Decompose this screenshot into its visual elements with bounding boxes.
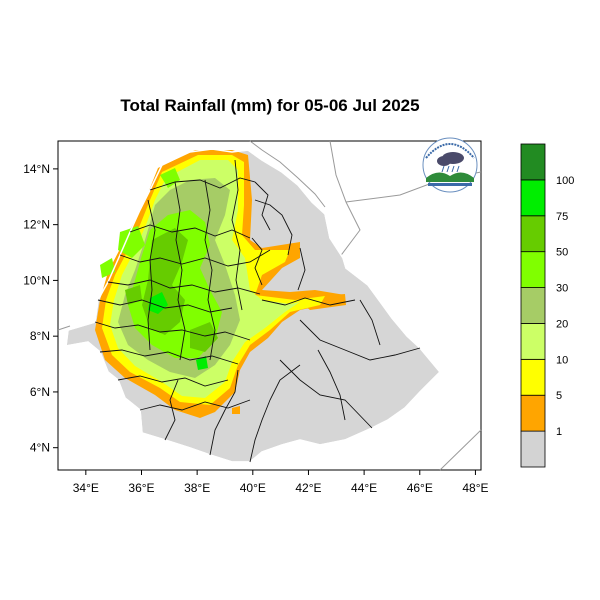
latitude-ticks: 14°N 12°N 10°N 8°N 6°N 4°N	[23, 162, 58, 455]
lon-tick-label: 40°E	[240, 481, 266, 495]
lat-tick-label: 14°N	[23, 162, 50, 176]
legend-label: 20	[556, 318, 568, 330]
lon-tick-label: 42°E	[295, 481, 321, 495]
legend-swatch	[520, 215, 546, 253]
lat-tick-label: 10°N	[23, 273, 50, 287]
lon-tick-label: 44°E	[351, 481, 377, 495]
lon-tick-label: 46°E	[407, 481, 433, 495]
legend-swatch	[520, 287, 546, 324]
legend-label: 10	[556, 354, 568, 366]
rain-icon	[441, 165, 460, 173]
lat-tick-label: 4°N	[30, 441, 50, 455]
lon-tick-label: 48°E	[462, 481, 488, 495]
lat-tick-label: 8°N	[30, 329, 50, 343]
legend-swatch	[520, 143, 546, 181]
map-title: Total Rainfall (mm) for 05-06 Jul 2025	[120, 96, 420, 115]
longitude-ticks: 34°E 36°E 38°E 40°E 42°E 44°E 46°E 48°E	[73, 470, 489, 495]
admin-boundaries	[94, 159, 421, 463]
legend-swatch	[520, 323, 546, 360]
legend-swatch	[520, 358, 546, 396]
logo-text-arc	[425, 143, 475, 159]
legend-label: 30	[556, 283, 568, 295]
legend-label: 100	[556, 175, 574, 187]
lon-tick-label: 36°E	[128, 481, 154, 495]
legend-label: 1	[556, 426, 562, 438]
legend-swatch	[520, 251, 546, 288]
legend-swatch	[520, 430, 546, 468]
logo-banner	[428, 183, 472, 186]
lat-tick-label: 12°N	[23, 218, 50, 232]
lon-tick-label: 34°E	[73, 481, 99, 495]
rainfall-legend: 1 5 10 20 30 50 75 100	[520, 143, 574, 468]
rainfall-layer-75-100mm	[148, 292, 208, 370]
legend-swatch	[520, 394, 546, 432]
ethiopia-border	[65, 148, 442, 463]
lon-tick-label: 38°E	[184, 481, 210, 495]
legend-label: 5	[556, 390, 562, 402]
lat-tick-label: 6°N	[30, 385, 50, 399]
legend-label: 50	[556, 247, 568, 259]
landscape-icon	[426, 172, 474, 182]
map-frame	[57, 140, 482, 471]
ethiopian-meteorology-institute-logo	[422, 137, 478, 193]
legend-swatch	[520, 179, 546, 217]
legend-label: 75	[556, 211, 568, 223]
